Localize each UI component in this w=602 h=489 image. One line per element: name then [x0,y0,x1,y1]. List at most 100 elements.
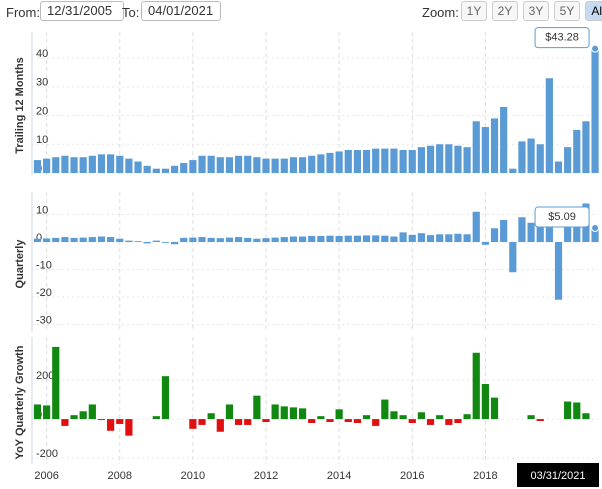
bar [180,237,188,242]
bar [225,237,234,242]
bar [289,157,298,173]
bar [308,235,316,242]
x-tick-label: 2006 [34,470,58,482]
y-axis-label: Trailing 12 Months [14,57,26,154]
bar [253,238,261,242]
bar [161,168,170,173]
bar [390,148,398,173]
bar [298,236,307,242]
bar [564,147,572,173]
y-tick-label: -200 [36,448,58,460]
bar [298,408,307,420]
bar [317,154,325,173]
bar [372,419,380,426]
bar [289,236,298,242]
bar [308,419,316,423]
bar [107,419,115,431]
date-marker: 03/31/2021 [530,470,585,482]
bar [545,78,553,173]
bar [262,158,270,173]
tooltip-text: $5.09 [548,211,576,223]
bar [490,118,499,173]
bar [582,413,590,420]
zoom-button[interactable]: 5Y [554,1,580,21]
bar [253,157,261,173]
x-tick-label: 2010 [181,470,205,482]
bar [107,237,115,242]
bar [244,237,252,242]
bar [472,121,480,173]
bar [33,404,42,420]
bar [198,237,206,242]
bar [308,155,316,173]
x-tick-label: 2014 [327,470,351,482]
y-tick-label: 200 [36,370,54,382]
bar [573,129,581,173]
bar [335,235,343,242]
bar [116,419,124,424]
bar [225,157,234,173]
bar [564,220,572,242]
bar [97,419,106,421]
bar [161,376,170,420]
bar [79,157,87,173]
bar [298,157,307,173]
bar [143,242,151,244]
bar [390,411,398,420]
bar [381,235,389,242]
bar [436,415,444,420]
bar [207,155,215,173]
bar [189,237,197,242]
bar [381,399,389,420]
bar [161,242,170,243]
to-input[interactable]: 04/01/2021 [141,1,221,21]
bar [445,419,453,425]
bar [70,415,78,420]
bar [463,414,471,420]
bar [244,419,252,425]
bar [536,419,544,422]
zoom-button[interactable]: 1Y [461,1,487,21]
bar [399,232,407,242]
bar [481,383,489,420]
marker-dot [591,44,600,53]
bar [189,419,197,429]
bar [262,238,270,242]
y-tick-label: 10 [36,134,48,146]
from-input[interactable]: 12/31/2005 [40,1,124,21]
marker-dot [591,224,600,233]
bar [234,237,243,242]
bar [43,158,51,173]
to-label: To: [122,5,140,20]
x-tick-label: 2008 [108,470,132,482]
zoom-label: Zoom: [422,5,459,20]
bar [518,217,526,242]
bar [527,138,535,173]
bar [317,416,325,420]
bar [271,237,279,242]
bar [408,150,416,173]
bar [326,152,334,173]
bar [335,409,343,420]
bar [289,407,298,420]
bar [152,168,160,173]
x-tick-label: 2018 [473,470,497,482]
zoom-button[interactable]: All [585,1,602,21]
bar [70,237,78,242]
bar [481,127,489,173]
bar [436,234,444,242]
zoom-button[interactable]: 2Y [492,1,518,21]
bar [426,419,435,425]
toolbar: From: 12/31/2005 To: 04/01/2021 Zoom: 1Y… [0,0,602,26]
bar [518,141,526,173]
bar [134,241,142,242]
bar [408,419,416,423]
x-tick-label: 2016 [400,470,424,482]
bar [344,150,352,173]
zoom-button[interactable]: 3Y [523,1,549,21]
bar [43,238,51,242]
bar [417,233,425,242]
bar [134,161,142,173]
y-axis-label: Quarterly [14,239,26,289]
